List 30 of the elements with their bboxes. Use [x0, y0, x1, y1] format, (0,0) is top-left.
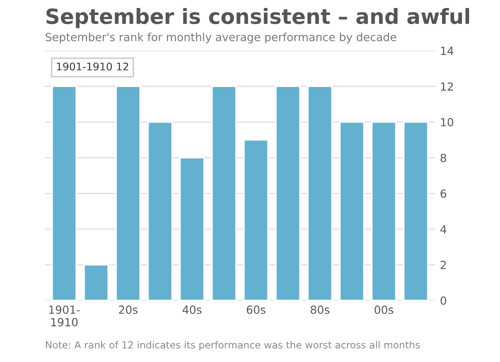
x-tick-label: 00s: [374, 306, 394, 314]
x-tick-label: 1901- 1910: [49, 306, 80, 326]
bar: [243, 139, 269, 300]
text: Note: A rank of 12 indicates its performance was the worst across all months: [46, 341, 420, 350]
bar: [307, 86, 333, 300]
bar: [179, 157, 205, 300]
y-tick-label: 10: [441, 118, 454, 126]
y-tick-label: 6: [440, 189, 446, 198]
chart-subtitle: September's rank for monthly average performance by decade: [46, 32, 396, 44]
y-tick-label: 0: [440, 296, 446, 305]
bar: [52, 86, 77, 300]
annotation: 1901-1910 12: [56, 62, 128, 70]
y-tick-label: 4: [440, 225, 446, 234]
x-tick-label: 80s: [310, 306, 330, 314]
bar: [211, 86, 237, 300]
chart-title: September is consistent – and awful: [46, 8, 470, 28]
bar: [83, 264, 109, 300]
y-tick-label: 12: [441, 82, 453, 91]
y-tick-label: 2: [440, 260, 446, 269]
bar: [275, 86, 301, 300]
x-tick-label: 40s: [182, 306, 202, 314]
bar: [115, 86, 141, 300]
bar: [147, 121, 173, 300]
bar: [371, 121, 397, 300]
bar: [339, 121, 365, 300]
bar: [403, 121, 428, 300]
y-tick-label: 14: [441, 46, 454, 55]
x-tick-label: 20s: [118, 306, 138, 314]
x-tick-label: 60s: [246, 306, 266, 314]
y-tick-label: 8: [440, 154, 446, 162]
